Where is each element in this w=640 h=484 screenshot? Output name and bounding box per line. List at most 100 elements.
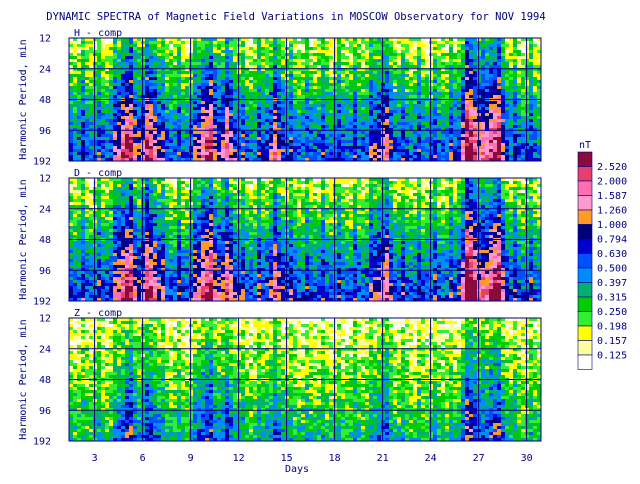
heatmap-cell: [69, 71, 73, 74]
heatmap-cell: [97, 122, 101, 125]
heatmap-cell: [113, 140, 117, 143]
heatmap-cell: [425, 149, 429, 152]
heatmap-cell: [241, 62, 245, 65]
heatmap-cell: [369, 113, 373, 116]
heatmap-cell: [257, 77, 261, 80]
heatmap-cell: [341, 110, 345, 113]
heatmap-cell: [73, 119, 77, 122]
heatmap-cell: [373, 140, 377, 143]
heatmap-cell: [69, 244, 73, 247]
heatmap-cell: [449, 65, 453, 68]
heatmap-cell: [397, 119, 401, 122]
heatmap-cell: [481, 50, 485, 53]
heatmap-cell: [409, 53, 413, 56]
heatmap-cell: [101, 110, 105, 113]
heatmap-cell: [345, 83, 349, 86]
heatmap-cell: [329, 119, 333, 122]
heatmap-cell: [261, 74, 265, 77]
heatmap-cell: [241, 44, 245, 47]
heatmap-cell: [105, 119, 109, 122]
heatmap-cell: [81, 74, 85, 77]
heatmap-cell: [77, 226, 81, 229]
heatmap-cell: [421, 146, 425, 149]
heatmap-cell: [521, 143, 525, 146]
heatmap-cell: [377, 113, 381, 116]
heatmap-cell: [261, 104, 265, 107]
heatmap-cell: [309, 125, 313, 128]
heatmap-cell: [249, 59, 253, 62]
heatmap-cell: [165, 149, 169, 152]
heatmap-cell: [125, 137, 129, 140]
heatmap-cell: [385, 71, 389, 74]
heatmap-cell: [425, 122, 429, 125]
heatmap-cell: [373, 77, 377, 80]
heatmap-cell: [261, 92, 265, 95]
heatmap-cell: [465, 95, 469, 98]
heatmap-cell: [413, 110, 417, 113]
heatmap-cell: [229, 89, 233, 92]
heatmap-cell: [529, 119, 533, 122]
heatmap-cell: [281, 77, 285, 80]
heatmap-cell: [505, 122, 509, 125]
heatmap-cell: [293, 74, 297, 77]
heatmap-cell: [185, 155, 189, 158]
heatmap-cell: [209, 119, 213, 122]
heatmap-cell: [505, 104, 509, 107]
heatmap-cell: [329, 134, 333, 137]
heatmap-cell: [509, 134, 513, 137]
heatmap-cell: [357, 44, 361, 47]
heatmap-cell: [233, 116, 237, 119]
heatmap-cell: [461, 80, 465, 83]
heatmap-cell: [101, 41, 105, 44]
heatmap-cell: [209, 137, 213, 140]
heatmap-cell: [225, 113, 229, 116]
heatmap-cell: [317, 152, 321, 155]
heatmap-cell: [105, 41, 109, 44]
heatmap-cell: [217, 65, 221, 68]
heatmap-cell: [97, 140, 101, 143]
heatmap-cell: [353, 50, 357, 53]
heatmap-cell: [109, 56, 113, 59]
heatmap-cell: [397, 53, 401, 56]
heatmap-cell: [229, 41, 233, 44]
heatmap-cell: [289, 146, 293, 149]
heatmap-cell: [469, 77, 473, 80]
heatmap-cell: [73, 190, 77, 193]
heatmap-cell: [253, 116, 257, 119]
heatmap-cell: [417, 71, 421, 74]
heatmap-cell: [169, 146, 173, 149]
heatmap-cell: [461, 116, 465, 119]
heatmap-cell: [385, 134, 389, 137]
heatmap-cell: [77, 107, 81, 110]
heatmap-cell: [513, 59, 517, 62]
heatmap-cell: [121, 131, 125, 134]
heatmap-cell: [309, 107, 313, 110]
heatmap-cell: [85, 149, 89, 152]
heatmap-cell: [233, 71, 237, 74]
heatmap-cell: [369, 155, 373, 158]
heatmap-cell: [101, 137, 105, 140]
heatmap-cell: [489, 77, 493, 80]
heatmap-cell: [269, 119, 273, 122]
heatmap-cell: [321, 143, 325, 146]
heatmap-cell: [233, 41, 237, 44]
heatmap-cell: [257, 137, 261, 140]
heatmap-cell: [73, 74, 77, 77]
heatmap-cell: [245, 113, 249, 116]
heatmap-cell: [325, 80, 329, 83]
heatmap-cell: [305, 71, 309, 74]
heatmap-cell: [265, 89, 269, 92]
heatmap-cell: [249, 101, 253, 104]
heatmap-cell: [325, 71, 329, 74]
heatmap-cell: [117, 71, 121, 74]
heatmap-cell: [77, 101, 81, 104]
heatmap-cell: [217, 104, 221, 107]
heatmap-cell: [505, 89, 509, 92]
heatmap-cell: [385, 92, 389, 95]
heatmap-cell: [69, 283, 73, 286]
heatmap-cell: [497, 110, 501, 113]
heatmap-cell: [413, 56, 417, 59]
heatmap-cell: [209, 50, 213, 53]
heatmap-cell: [521, 89, 525, 92]
heatmap-cell: [165, 53, 169, 56]
